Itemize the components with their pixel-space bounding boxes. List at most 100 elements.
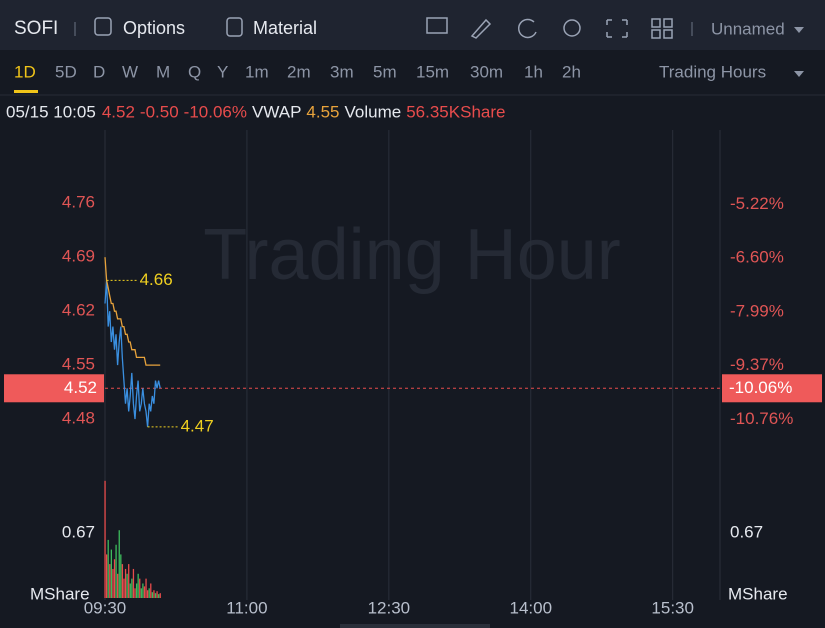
volume-bar (110, 549, 113, 598)
draw-icon[interactable] (470, 18, 492, 39)
current-price: 4.52 (64, 378, 97, 397)
volume-bar (143, 586, 146, 598)
x-tick-label: 09:30 (84, 598, 127, 617)
period-tab[interactable]: Q (188, 62, 201, 81)
x-tick-label: 12:30 (368, 598, 411, 617)
volume-bar (137, 573, 139, 598)
info-volume: 56.35KShare (406, 102, 505, 121)
period-tab[interactable]: W (122, 62, 138, 81)
volume-bar (104, 480, 106, 598)
period-tab[interactable]: 3m (330, 62, 354, 81)
y2-tick-label: -9.37% (730, 355, 784, 374)
period-tab[interactable]: 15m (416, 62, 449, 81)
annotation-label: 4.47 (181, 416, 214, 435)
volume-bar (120, 554, 122, 598)
volume-bar (156, 591, 158, 598)
period-tab[interactable]: 2m (287, 62, 311, 81)
settings-icon[interactable] (563, 19, 581, 37)
period-tab[interactable]: M (156, 62, 170, 81)
x-tick-label: 11:00 (226, 598, 267, 617)
volume-bar (153, 590, 155, 598)
info-price: 4.52 (102, 102, 135, 121)
current-pct: -10.06% (729, 378, 792, 397)
current-badge (4, 374, 104, 403)
info-time: 05/15 10:05 (6, 102, 96, 121)
volume-bar (139, 578, 141, 598)
info-row: 05/15 10:05 (6, 102, 96, 121)
y-tick-label: 4.76 (62, 193, 95, 212)
layout-icon[interactable] (651, 18, 673, 39)
volume-bar (129, 583, 131, 598)
volume-tick-label: 0.67 (62, 523, 95, 542)
info-vwap_label: VWAP (252, 102, 301, 121)
info-change_pct: -10.06% (184, 102, 247, 121)
series-line (104, 257, 161, 366)
y-tick-label: 4.62 (62, 301, 95, 320)
options-button[interactable]: Options (123, 18, 185, 38)
fullscreen-icon[interactable] (606, 19, 628, 38)
period-tab[interactable]: 5m (373, 62, 397, 81)
volume-bar (158, 594, 160, 598)
y2-tick-label: -6.60% (730, 248, 784, 267)
volume-bar (126, 573, 128, 598)
x-tick-label: 14:00 (509, 598, 552, 617)
y-tick-label: 4.55 (62, 355, 95, 374)
volume-bar (151, 592, 154, 598)
toolbar (0, 0, 825, 50)
volume-bar (109, 564, 111, 598)
active-underline (14, 90, 38, 93)
volume-bar (121, 564, 124, 598)
volume-bar (131, 578, 133, 598)
volume-unit: MShare (728, 584, 788, 603)
annotation-label: 4.66 (140, 270, 173, 289)
material-button[interactable]: Material (253, 18, 317, 38)
y-tick-label: 4.69 (62, 247, 95, 266)
material-icon[interactable] (226, 17, 243, 37)
volume-bar (134, 588, 136, 598)
y2-tick-label: -7.99% (730, 301, 784, 320)
volume-bar (135, 583, 138, 598)
volume-unit: MShare (30, 584, 90, 603)
volume-bar (140, 588, 142, 598)
symbol[interactable]: SOFI (14, 18, 58, 39)
volume-bar (145, 578, 147, 598)
volume-bar (112, 568, 114, 598)
series-line (104, 280, 161, 427)
volume-bar (142, 583, 144, 598)
period-tab[interactable]: D (93, 62, 105, 81)
volume-bar (117, 573, 119, 598)
volume-bar (123, 578, 125, 598)
x-tick-label: 15:30 (651, 598, 694, 617)
session[interactable]: Trading Hours (659, 62, 766, 81)
volume-bar (118, 530, 120, 598)
volume-bar (150, 583, 152, 598)
info-change: -0.50 (140, 102, 179, 121)
volume-tick-label: 0.67 (730, 523, 763, 542)
volume-bar (107, 539, 109, 598)
period-tab[interactable]: Y (217, 62, 228, 81)
period-tab[interactable]: 1D (14, 62, 36, 81)
layout-name[interactable]: Unnamed (711, 19, 785, 38)
volume-bar (124, 568, 127, 598)
info-volume_label: Volume (345, 102, 402, 121)
period-tab[interactable]: 30m (470, 62, 503, 81)
dropdown[interactable] (794, 27, 804, 33)
period-tab[interactable]: 1m (245, 62, 269, 81)
refresh-icon[interactable] (517, 18, 537, 39)
scrollbar (340, 624, 490, 628)
watermark: Trading Hour (203, 215, 621, 295)
options-icon[interactable] (94, 17, 112, 36)
volume-bar (132, 568, 135, 598)
volume-bar (159, 593, 161, 598)
dropdown[interactable] (794, 71, 804, 77)
period-tab[interactable]: 1h (524, 62, 543, 81)
indicator-icon[interactable] (426, 17, 448, 34)
volume-bar (115, 544, 117, 598)
period-tab[interactable]: 2h (562, 62, 581, 81)
period-tab[interactable]: 5D (55, 62, 77, 81)
current-badge (722, 374, 822, 403)
volume-bar (113, 559, 116, 598)
volume-bar (148, 588, 150, 598)
